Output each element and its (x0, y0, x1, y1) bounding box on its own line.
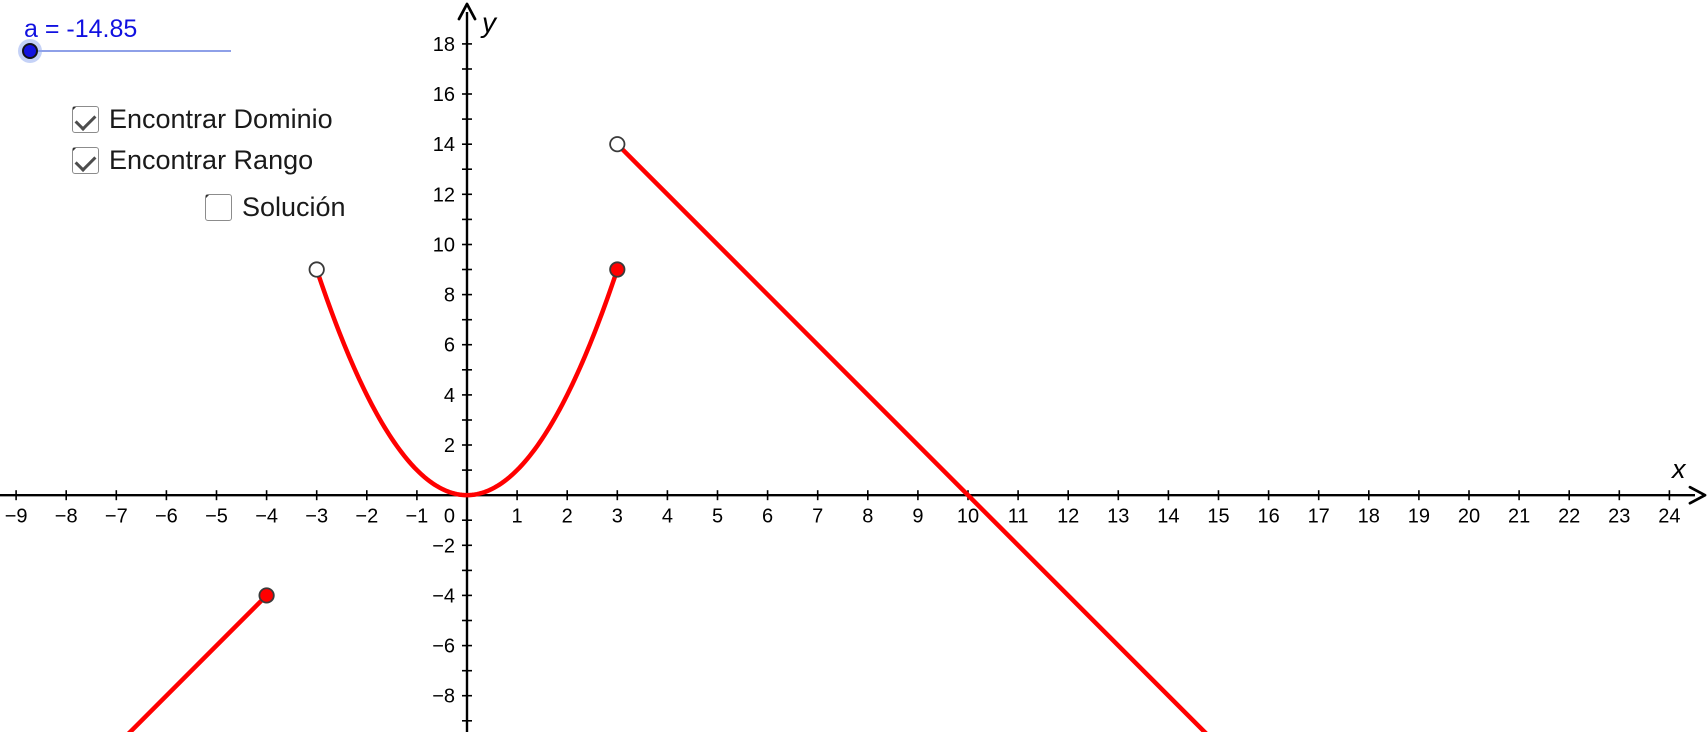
svg-text:−1: −1 (405, 506, 428, 528)
svg-text:12: 12 (1057, 506, 1079, 528)
svg-text:−3: −3 (305, 506, 328, 528)
svg-text:5: 5 (712, 506, 723, 528)
svg-text:6: 6 (762, 506, 773, 528)
svg-text:−6: −6 (155, 506, 178, 528)
svg-text:14: 14 (433, 134, 455, 156)
svg-text:8: 8 (862, 506, 873, 528)
svg-text:15: 15 (1207, 506, 1229, 528)
svg-text:4: 4 (662, 506, 673, 528)
svg-text:−9: −9 (5, 506, 28, 528)
svg-text:11: 11 (1008, 506, 1029, 528)
svg-text:23: 23 (1608, 506, 1630, 528)
svg-text:24: 24 (1658, 506, 1680, 528)
svg-text:16: 16 (1257, 506, 1279, 528)
svg-text:−8: −8 (432, 686, 455, 708)
svg-text:10: 10 (433, 235, 455, 257)
svg-text:22: 22 (1558, 506, 1580, 528)
svg-text:−4: −4 (255, 506, 278, 528)
svg-text:−8: −8 (55, 506, 78, 528)
svg-text:−2: −2 (355, 506, 378, 528)
svg-text:9: 9 (912, 506, 923, 528)
svg-text:−7: −7 (105, 506, 128, 528)
svg-text:−2: −2 (432, 535, 455, 557)
svg-text:17: 17 (1308, 506, 1330, 528)
svg-text:0: 0 (444, 506, 455, 528)
svg-text:2: 2 (444, 435, 455, 457)
svg-text:1: 1 (512, 506, 523, 528)
svg-text:14: 14 (1157, 506, 1179, 528)
svg-text:10: 10 (957, 506, 979, 528)
svg-text:18: 18 (433, 34, 455, 56)
svg-text:13: 13 (1107, 506, 1129, 528)
svg-text:−4: −4 (432, 585, 455, 607)
svg-text:12: 12 (433, 184, 455, 206)
svg-text:7: 7 (812, 506, 823, 528)
svg-text:16: 16 (433, 84, 455, 106)
svg-text:2: 2 (562, 506, 573, 528)
svg-text:−5: −5 (205, 506, 228, 528)
svg-text:20: 20 (1458, 506, 1480, 528)
svg-text:x: x (1670, 454, 1687, 484)
svg-text:4: 4 (444, 385, 455, 407)
svg-text:18: 18 (1358, 506, 1380, 528)
svg-text:8: 8 (444, 285, 455, 307)
svg-text:3: 3 (612, 506, 623, 528)
svg-text:y: y (480, 7, 498, 38)
svg-text:21: 21 (1508, 506, 1530, 528)
svg-text:−6: −6 (432, 636, 455, 658)
svg-text:6: 6 (444, 335, 455, 357)
svg-text:19: 19 (1408, 506, 1430, 528)
